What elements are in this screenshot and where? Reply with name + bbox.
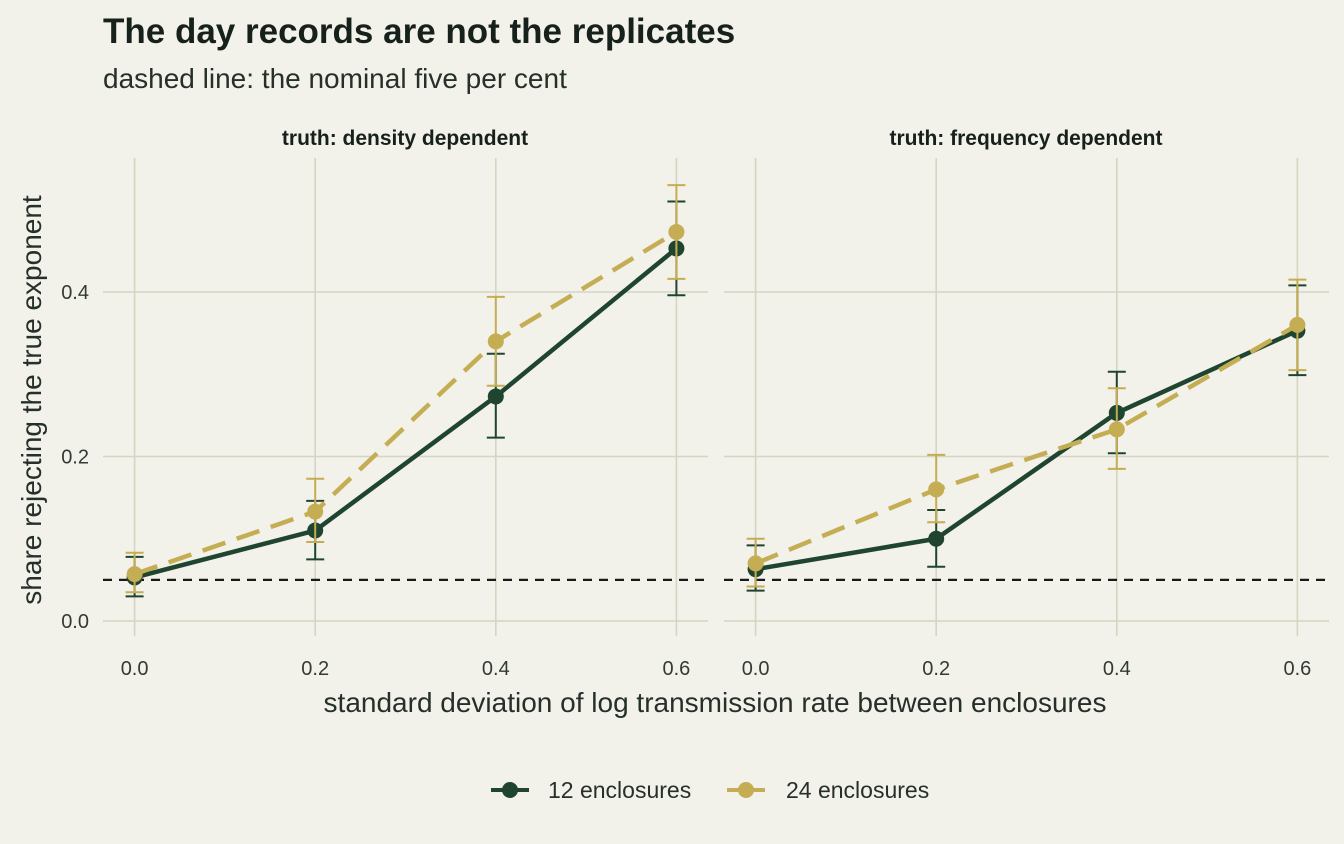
panel2-x-tick-label-0: 0.0 bbox=[742, 658, 770, 680]
y-tick-label-1: 0.2 bbox=[61, 447, 89, 469]
panel1-x-tick-label-3: 0.6 bbox=[662, 658, 690, 680]
panel1-12-enclosures-line bbox=[134, 246, 678, 580]
panel1-x-tick-label-1: 0.2 bbox=[301, 658, 329, 680]
panel1-24-enclosures-point-2 bbox=[487, 333, 504, 350]
panel2-12-enclosures-line bbox=[755, 328, 1299, 572]
legend-marker-24-enclosures bbox=[738, 782, 754, 798]
panel-title-right: truth: frequency dependent bbox=[889, 127, 1162, 150]
panel2-x-tick-label-1: 0.2 bbox=[922, 658, 950, 680]
panel1-x-tick-label-2: 0.4 bbox=[482, 658, 510, 680]
panel-frequency-dependent: 0.0 0.2 0.4 0.6 bbox=[724, 158, 1329, 680]
chart-subtitle: dashed line: the nominal five per cent bbox=[103, 63, 567, 94]
x-axis-label: standard deviation of log transmission r… bbox=[324, 687, 1107, 718]
panel2-12-enclosures-point-1 bbox=[928, 530, 945, 547]
panel-density-dependent: 0.0 0.2 0.4 0.6 0.0 0.2 0.4 bbox=[61, 158, 708, 680]
panel2-24-enclosures-point-0 bbox=[747, 555, 764, 572]
y-axis-label: share rejecting the true exponent bbox=[16, 195, 47, 605]
panel2-24-enclosures-point-2 bbox=[1108, 421, 1125, 438]
panel1-x-tick-label-0: 0.0 bbox=[121, 658, 149, 680]
panel1-24-enclosures-point-3 bbox=[668, 223, 685, 240]
legend-marker-12-enclosures bbox=[502, 782, 518, 798]
panel1-24-enclosures-line bbox=[133, 230, 678, 577]
legend-label-24-enclosures: 24 enclosures bbox=[786, 777, 929, 803]
panel2-24-enclosures-line bbox=[754, 322, 1299, 566]
legend-item-12-enclosures: 12 enclosures bbox=[491, 777, 691, 803]
panel2-24-enclosures-point-1 bbox=[928, 481, 945, 498]
legend-item-24-enclosures: 24 enclosures bbox=[727, 777, 929, 803]
legend: 12 enclosures 24 enclosures bbox=[491, 777, 929, 803]
panel1-12-enclosures-point-2 bbox=[487, 388, 504, 405]
panel2-x-tick-label-2: 0.4 bbox=[1103, 658, 1131, 680]
y-tick-label-0: 0.0 bbox=[61, 611, 89, 633]
panel-title-left: truth: density dependent bbox=[282, 127, 528, 150]
legend-label-12-enclosures: 12 enclosures bbox=[548, 777, 691, 803]
panel2-x-tick-label-3: 0.6 bbox=[1283, 658, 1311, 680]
panel2-24-enclosures-point-3 bbox=[1289, 316, 1306, 333]
chart-title: The day records are not the replicates bbox=[103, 12, 735, 51]
panel1-24-enclosures-point-1 bbox=[307, 503, 324, 520]
y-tick-label-2: 0.4 bbox=[61, 282, 89, 304]
panel1-24-enclosures-point-0 bbox=[126, 566, 143, 583]
